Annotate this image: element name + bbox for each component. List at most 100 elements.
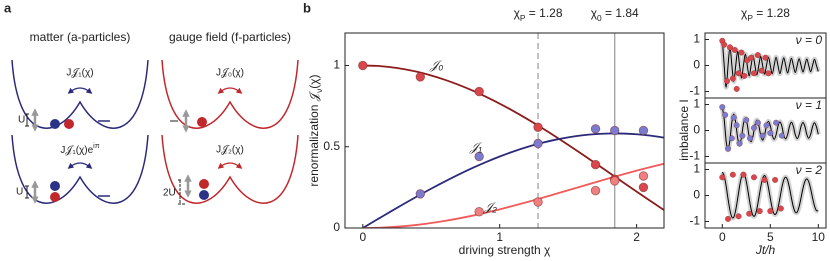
plot-area [358, 60, 664, 228]
data-point [740, 171, 747, 178]
energy-bracket [25, 113, 29, 127]
panel-a: a matter (a-particles) gauge field (f-pa… [4, 0, 299, 205]
data-point [767, 208, 774, 215]
double-well [161, 134, 299, 204]
data-point [724, 78, 731, 85]
label-after: (χ) [307, 74, 321, 88]
data-point [777, 205, 784, 212]
data-point [773, 119, 780, 126]
rich-label: χP = 1.28 [741, 6, 790, 23]
hopping-label: J𝒥₁(χ)eiπ [60, 143, 99, 156]
hop-arrow [67, 87, 93, 94]
y-tick-label: 1 [693, 32, 700, 46]
hopping-label: J𝒥₀(χ) [216, 68, 244, 79]
data-point [750, 70, 758, 77]
data-point [533, 138, 543, 149]
plot-area [719, 37, 821, 92]
curve-label: 𝒥₀ [429, 58, 443, 72]
panel-label: a [4, 0, 12, 15]
data-point [767, 130, 774, 137]
y-tick-label: -1 [689, 84, 700, 98]
curve-label: 𝒥₁ [469, 140, 483, 154]
data-point [746, 210, 753, 217]
panel-tag: ν = 0 [796, 33, 823, 47]
y-tick-label: 1 [333, 58, 340, 72]
label-sub: P [520, 13, 526, 23]
y-tick-label: 1 [693, 97, 700, 111]
data-point [747, 135, 754, 142]
curve-label: 𝒥₂ [483, 200, 497, 214]
data-point [748, 54, 755, 61]
data-point [724, 215, 732, 222]
y-tick-label: -1 [689, 149, 700, 163]
hopping-label: J𝒥₁(χ) [66, 68, 93, 79]
data-point [590, 185, 601, 196]
double-well [161, 59, 299, 129]
data-point [759, 132, 766, 139]
data-point [738, 49, 745, 56]
column-title: matter (a-particles) [30, 30, 131, 44]
data-point [778, 132, 785, 139]
y-axis-label: imbalance I [677, 99, 691, 160]
chart: -1 0 1 χP = 1.28 ν = 0 [689, 6, 827, 99]
data-point [610, 125, 620, 136]
data-point [638, 125, 649, 136]
data-point [735, 70, 742, 77]
y-tick-label: 1 [693, 162, 700, 176]
x-axis-label: Jt/h [755, 243, 776, 257]
data-point [765, 70, 772, 77]
data-point [610, 176, 620, 186]
y-tick-label: 0 [693, 123, 700, 137]
label-text: χ [514, 6, 521, 20]
hopping-text: J𝒥₁(χ)e [60, 145, 93, 156]
data-point [731, 46, 738, 53]
data-point [758, 67, 765, 74]
double-well [11, 134, 149, 204]
label-text: χ [591, 6, 598, 20]
data-point [729, 171, 736, 178]
curve [362, 162, 664, 228]
label-sub: ν [314, 89, 324, 93]
data-point [722, 111, 729, 118]
particle [199, 190, 209, 200]
column-title: gauge field (f-particles) [169, 30, 291, 44]
data-point [741, 72, 748, 79]
data-point [743, 117, 750, 124]
data-point [750, 124, 758, 131]
data-point [721, 41, 728, 48]
data-point [735, 213, 742, 220]
hop-arrow [217, 162, 243, 169]
data-point [754, 119, 761, 126]
data-point [761, 176, 768, 183]
x-tick-label: 0 [359, 230, 366, 244]
curve [721, 39, 819, 88]
axes-frame [344, 32, 665, 229]
data-point [772, 176, 779, 183]
energy-label: U [16, 187, 23, 198]
data-point [533, 197, 543, 207]
y-tick-label: 0 [333, 220, 340, 234]
x-tick-label: 2 [633, 230, 640, 244]
data-point [739, 132, 746, 139]
data-point [736, 140, 743, 147]
data-point [474, 207, 484, 217]
data-point [638, 171, 649, 181]
data-point [415, 189, 426, 199]
energy-bracket [178, 179, 186, 205]
data-point [719, 104, 726, 111]
data-point [729, 75, 736, 82]
y-tick-label: -1 [689, 214, 700, 228]
label-text: renormalization 𝒥 [307, 90, 321, 186]
data-point [474, 86, 484, 97]
particle [199, 179, 209, 189]
data-point [638, 182, 649, 193]
particle [50, 192, 60, 202]
data-point [724, 145, 732, 152]
label-sub: 0 [597, 13, 602, 23]
data-point [415, 72, 426, 82]
curve [721, 171, 819, 219]
data-point [590, 159, 601, 170]
hopping-label: J𝒥₂(χ) [216, 145, 244, 156]
